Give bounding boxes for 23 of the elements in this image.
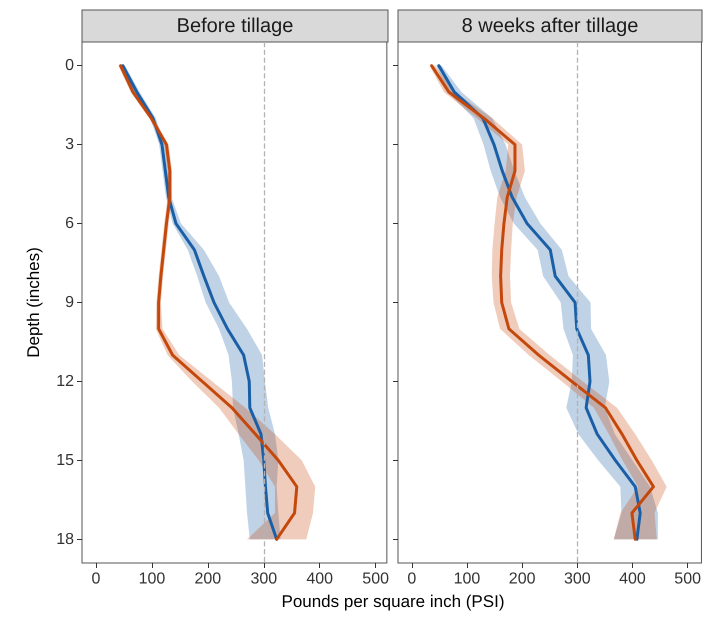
- y-tick-label: 0: [65, 57, 74, 74]
- chart-title: Before tillage: [176, 15, 294, 37]
- x-axis-title: Pounds per square inch (PSI): [280, 592, 506, 612]
- y-tick-label: 18: [56, 530, 74, 548]
- x-tick-label: 0: [407, 570, 416, 588]
- x-tick-label: 0: [92, 570, 101, 588]
- x-tick-label: 500: [362, 570, 390, 588]
- y-tick-label: 12: [56, 372, 74, 390]
- x-tick-label: 300: [250, 570, 278, 588]
- y-tick-label: 6: [65, 215, 74, 232]
- y-tick-label: 3: [65, 136, 74, 154]
- x-tick-label: 400: [619, 570, 646, 588]
- y-tick-label: 9: [65, 294, 74, 311]
- x-tick-label: 100: [138, 570, 166, 588]
- y-axis-title: Depth (inches): [24, 247, 43, 358]
- x-tick-label: 400: [306, 570, 334, 588]
- chart-title: 8 weeks after tillage: [462, 15, 638, 37]
- x-tick-label: 200: [194, 570, 222, 588]
- x-tick-label: 500: [674, 570, 702, 588]
- x-tick-label: 200: [508, 570, 536, 588]
- x-tick-label: 100: [454, 570, 480, 588]
- y-tick-label: 15: [56, 452, 74, 469]
- x-tick-label: 300: [564, 570, 591, 588]
